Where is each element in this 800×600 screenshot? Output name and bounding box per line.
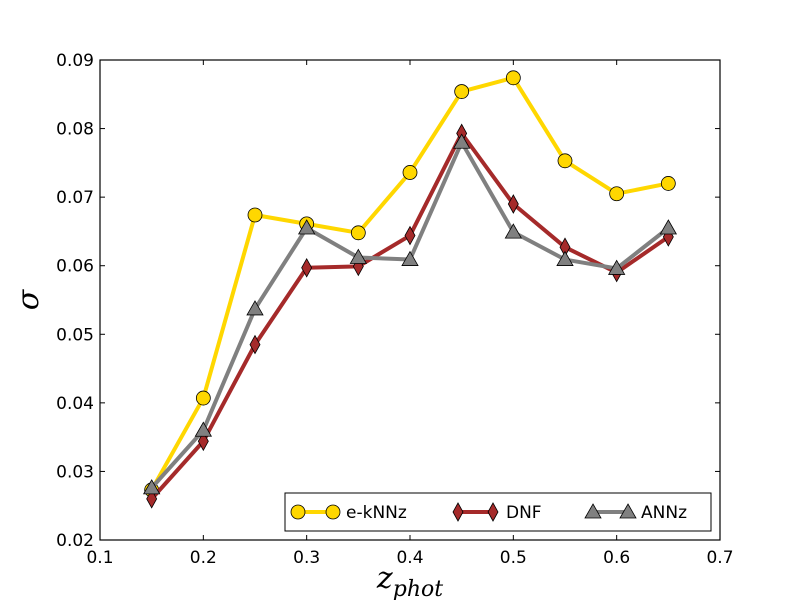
data-point-dnf: [301, 257, 313, 278]
data-point-e-knnz: [247, 207, 263, 223]
data-point-e-knnz: [454, 84, 470, 99]
data-point-annz: [452, 133, 471, 149]
legend-label-annz: ANNz: [641, 503, 687, 523]
x-axis-title-subscript: phot: [393, 577, 443, 600]
legend-label-dnf: DNF: [506, 503, 542, 523]
x-axis-title-main: z: [376, 561, 393, 596]
data-point-e-knnz: [609, 186, 625, 202]
series-line-dnf: [150, 131, 670, 501]
x-tick-label: 0.7: [706, 548, 733, 568]
plot-frame: [99, 59, 721, 541]
data-point-dnf: [249, 334, 261, 355]
legend-marker-annz: [619, 503, 637, 519]
data-point-annz: [401, 250, 419, 266]
data-point-dnf: [404, 225, 416, 246]
data-point-e-knnz: [195, 390, 211, 406]
series-line-annz: [150, 140, 670, 490]
legend-items: e-kNNz DNF ANNz: [290, 502, 687, 523]
x-tick-label: 0.3: [293, 548, 320, 568]
y-tick-label: 0.06: [56, 257, 94, 277]
series-layer: [142, 70, 678, 509]
series-annz: [142, 133, 678, 495]
x-tick-label: 0.6: [603, 548, 630, 568]
legend-marker-dnf: [487, 502, 499, 522]
data-point-dnf: [197, 431, 209, 452]
data-point-annz: [246, 300, 264, 316]
data-point-e-knnz: [402, 165, 418, 180]
y-tick-label: 0.02: [56, 531, 94, 551]
y-tick-label: 0.07: [56, 188, 94, 208]
data-point-e-knnz: [505, 70, 521, 86]
legend-marker-annz: [584, 503, 602, 519]
y-axis-title: σ: [11, 288, 46, 310]
data-point-annz: [659, 219, 678, 235]
series-line-e-knnz: [149, 75, 669, 491]
data-point-annz: [194, 421, 213, 437]
x-tick-label: 0.1: [86, 548, 113, 568]
y-tick-label: 0.05: [56, 325, 94, 345]
series-e-knnz: [144, 70, 676, 498]
data-point-annz: [349, 248, 368, 264]
ticks-layer: 0.1 0.2 0.3 0.4 0.5 0.6 0.7 0.02 0.03 0.04 0.05 0.0…: [56, 51, 733, 568]
data-point-dnf: [146, 489, 158, 509]
y-tick-label: 0.09: [56, 51, 94, 71]
data-point-annz: [607, 259, 626, 275]
data-point-annz: [142, 479, 161, 495]
data-point-e-knnz: [660, 176, 676, 191]
legend-label-e-knnz: e-kNNz: [346, 503, 407, 523]
legend-marker-e-knnz: [290, 504, 306, 520]
legend: e-kNNz DNF ANNz: [284, 492, 712, 532]
data-point-e-knnz: [350, 225, 366, 241]
legend-item-annz: ANNz: [584, 503, 687, 523]
x-axis-title: zphot: [376, 561, 443, 600]
data-point-annz: [556, 250, 574, 266]
legend-marker-dnf: [452, 502, 464, 522]
data-point-dnf: [507, 194, 519, 214]
legend-item-e-knnz: e-kNNz: [290, 503, 407, 523]
legend-item-dnf: DNF: [452, 502, 542, 523]
data-point-annz: [504, 223, 523, 239]
x-tick-label: 0.2: [190, 548, 217, 568]
y-tick-label: 0.04: [56, 394, 94, 414]
data-point-e-knnz: [557, 153, 573, 169]
x-tick-label: 0.4: [396, 548, 423, 568]
data-point-annz: [297, 219, 316, 235]
x-tick-label: 0.5: [500, 548, 527, 568]
y-tick-label: 0.03: [56, 462, 94, 482]
y-tick-label: 0.08: [56, 120, 94, 140]
legend-marker-e-knnz: [325, 504, 341, 520]
